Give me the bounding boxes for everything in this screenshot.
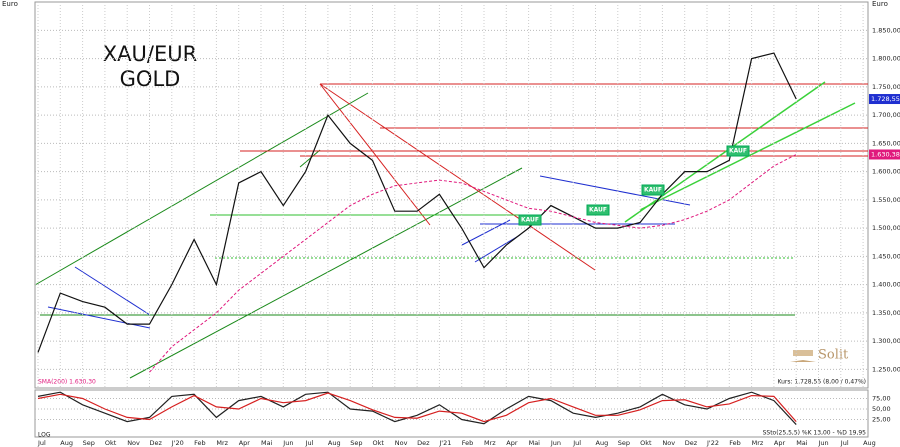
x-tick-label: Dez [685,439,698,447]
price-box [869,94,900,105]
y-unit-left: Euro [2,0,18,8]
buy-marker [641,184,665,196]
series-line [37,52,797,353]
log-label: LOG [38,432,51,439]
buy-marker-label: KAUF [729,148,747,155]
x-tick-label: Jul [305,439,314,447]
x-tick-label: Feb [194,439,206,447]
y-tick-label: 1.300,00 [872,337,900,345]
series-line [37,391,797,425]
y-tick-label: 1.600,00 [872,168,900,176]
y-tick-label: 1.750,00 [872,83,900,91]
x-tick-label: Nov [127,439,140,447]
y-tick-label: 50,00 [872,405,891,413]
y-tick-label: 1.350,00 [872,309,900,317]
buy-marker [586,204,610,216]
x-tick-label: Nov [395,439,408,447]
series-line [149,154,797,373]
x-tick-label: Sep [350,439,362,447]
x-tick-label: Sep [83,439,95,447]
buy-marker [726,145,750,157]
x-tick-label: Feb [462,439,474,447]
x-tick-label: Dez [150,439,163,447]
x-tick-label: Jul [840,439,849,447]
x-tick-label: Okt [105,439,117,447]
y-unit-right: Euro [872,0,888,8]
buy-marker [518,214,542,226]
series-line [37,392,797,423]
x-tick-label: Aug [60,439,73,447]
price-annotation: Kurs: 1.728,55 (8,00 / 0,47%) [777,379,866,386]
x-tick-label: Okt [640,439,652,447]
x-tick-label: J'22 [706,439,719,447]
buy-marker-label: KAUF [521,217,539,224]
x-tick-label: Mai [529,439,541,447]
x-tick-label: Nov [662,439,675,447]
stoch-frame [34,389,869,438]
x-tick-label: Jun [550,439,561,447]
logo-icon [793,350,813,356]
y-tick-label: 1.850,00 [872,26,900,34]
x-tick-label: Mrz [484,439,496,447]
x-tick-label: Aug [863,439,876,447]
y-tick-label: 1.250,00 [872,365,900,373]
x-tick-label: Feb [729,439,741,447]
x-tick-label: Jul [572,439,581,447]
x-tick-label: Apr [774,439,786,447]
legend-sma: SMA(200) 1.630,30 [38,379,96,386]
x-tick-label: Jul [37,439,46,447]
y-tick-label: 1.450,00 [872,252,900,260]
logo-icon [790,360,816,362]
price-box-label: 1.728,55 [871,95,900,103]
buy-marker-label: KAUF [644,187,662,194]
price-box [869,149,900,160]
y-tick-label: 1.500,00 [872,224,900,232]
x-tick-label: J'21 [438,439,451,447]
buy-marker-label: KAUF [589,207,607,214]
y-tick-label: 1.650,00 [872,139,900,147]
x-tick-label: Okt [373,439,385,447]
y-tick-label: 1.700,00 [872,111,900,119]
x-tick-label: Apr [506,439,518,447]
x-tick-label: Mrz [216,439,228,447]
brand: Solit [818,348,849,363]
x-tick-label: Mrz [752,439,764,447]
stoch-title: SSto(25,5,5) %K 13,00 - %D 19,95 [763,430,867,437]
x-tick-label: Apr [239,439,251,447]
x-tick-label: Sep [618,439,630,447]
y-tick-label: 25,00 [872,416,891,424]
y-tick-label: 1.400,00 [872,281,900,289]
x-tick-label: Mai [261,439,273,447]
x-tick-label: J'20 [171,439,184,447]
x-tick-label: Mai [796,439,808,447]
y-tick-label: 1.800,00 [872,55,900,63]
y-tick-label: 75,00 [872,395,891,403]
x-tick-label: Aug [328,439,341,447]
x-tick-label: Aug [596,439,609,447]
y-tick-label: 1.550,00 [872,196,900,204]
x-tick-label: Jun [282,439,293,447]
x-tick-label: Jun [818,439,829,447]
price-box-label: 1.630,38 [871,150,900,158]
x-tick-label: Dez [417,439,430,447]
